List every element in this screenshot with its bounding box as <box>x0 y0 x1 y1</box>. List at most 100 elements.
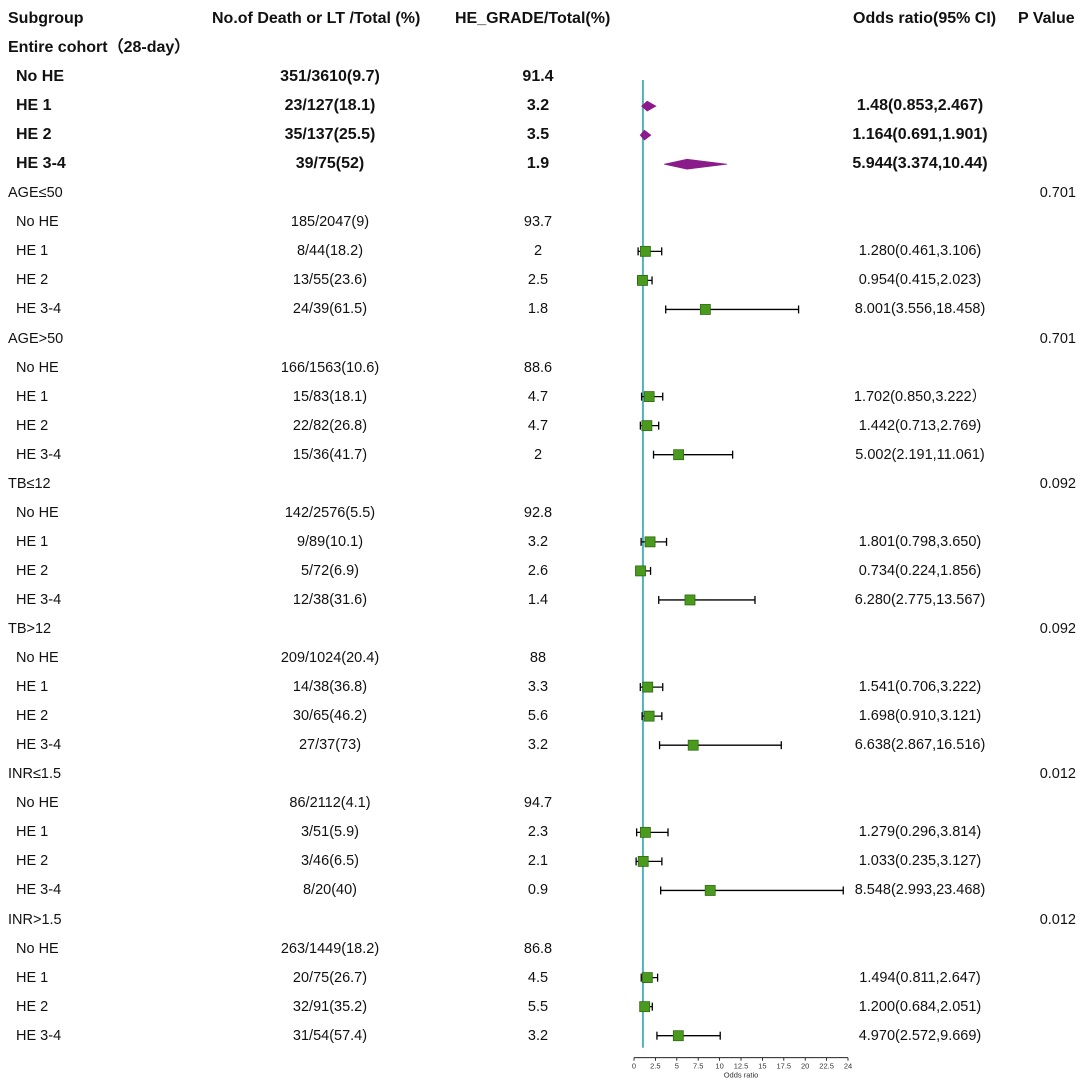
odds-ratio-ci: 1.164(0.691,1.901) <box>852 126 988 144</box>
death-count: 27/37(73) <box>298 737 362 754</box>
he-grade-pct: 0.9 <box>527 882 549 899</box>
point-estimate-square <box>639 1001 651 1013</box>
header-p-value: P Value <box>1018 10 1075 27</box>
death-count: 30/65(46.2) <box>292 708 368 725</box>
pooled-diamond <box>664 158 728 170</box>
row-label: HE 2 <box>16 126 52 144</box>
x-tick-label: 5 <box>675 1062 679 1071</box>
row-label: HE 3-4 <box>16 882 62 899</box>
he-grade-pct: 1.9 <box>526 155 550 173</box>
x-tick-label: 15 <box>758 1062 766 1071</box>
he-grade-pct: 91.4 <box>522 68 554 86</box>
he-grade-pct: 86.8 <box>523 940 553 957</box>
point-estimate-square <box>640 245 651 257</box>
he-grade-pct: 3.2 <box>526 97 550 115</box>
odds-ratio-ci: 0.734(0.224,1.856) <box>858 562 982 579</box>
odds-ratio-ci: 1.280(0.461,3.106) <box>858 243 982 260</box>
he-grade-pct: 4.5 <box>527 969 549 986</box>
row-label: HE 1 <box>16 97 52 115</box>
point-estimate-square <box>672 1030 684 1042</box>
odds-ratio-ci: 1.702(0.850,3.222） <box>853 388 987 405</box>
x-axis-label: Odds ratio <box>724 1071 759 1080</box>
death-count: 24/39(61.5) <box>292 301 368 318</box>
odds-ratio-ci: 8.001(3.556,18.458) <box>854 301 986 318</box>
x-tick-label: 2.5 <box>650 1062 660 1071</box>
row-label: No HE <box>16 795 59 812</box>
odds-ratio-ci: 6.280(2.775,13.567) <box>854 591 986 608</box>
row-label: No HE <box>16 68 64 86</box>
odds-ratio-ci: 1.541(0.706,3.222) <box>858 679 982 696</box>
row-label: HE 1 <box>16 824 49 841</box>
row-label: HE 2 <box>16 853 49 870</box>
death-count: 209/1024(20.4) <box>280 650 380 667</box>
point-estimate-square <box>643 710 655 722</box>
he-grade-pct: 88 <box>529 650 547 667</box>
row-label: HE 3-4 <box>16 301 62 318</box>
death-count: 39/75(52) <box>295 155 365 173</box>
pooled-diamond <box>639 129 652 141</box>
x-tick-label: 12.5 <box>734 1062 749 1071</box>
death-count: 8/44(18.2) <box>296 243 364 260</box>
p-value: 0.701 <box>1039 185 1076 202</box>
row-label: No HE <box>16 214 59 231</box>
row-label: HE 3-4 <box>16 446 62 463</box>
row-label: HE 1 <box>16 969 49 986</box>
section-label: Entire cohort（28-day） <box>8 39 191 56</box>
section-label: TB≤12 <box>8 475 51 492</box>
p-value: 0.701 <box>1039 330 1076 347</box>
he-grade-pct: 4.7 <box>527 388 549 405</box>
death-count: 32/91(35.2) <box>292 998 368 1015</box>
row-label: HE 2 <box>16 998 49 1015</box>
p-value: 0.092 <box>1039 621 1076 637</box>
odds-ratio-ci: 1.48(0.853,2.467) <box>856 97 984 115</box>
odds-ratio-ci: 5.002(2.191,11.061) <box>855 446 985 463</box>
row-label: No HE <box>16 650 59 667</box>
he-grade-pct: 94.7 <box>523 795 553 812</box>
row-label: HE 2 <box>16 272 49 289</box>
death-count: 15/83(18.1) <box>292 388 368 405</box>
row-label: HE 1 <box>16 388 49 405</box>
he-grade-pct: 1.4 <box>527 591 549 608</box>
x-tick-label: 0 <box>632 1062 636 1071</box>
he-grade-pct: 5.5 <box>527 998 549 1015</box>
point-estimate-square <box>637 856 649 867</box>
death-count: 5/72(6.9) <box>300 562 360 579</box>
point-estimate-square <box>699 304 711 315</box>
odds-ratio-ci: 8.548(2.993,23.468) <box>854 882 986 899</box>
header-subgroup: Subgroup <box>8 10 84 27</box>
row-label: HE 3-4 <box>16 737 62 754</box>
odds-ratio-ci: 0.954(0.415,2.023) <box>858 272 982 289</box>
odds-ratio-ci: 1.033(0.235,3.127) <box>858 853 982 870</box>
point-estimate-square <box>637 274 648 286</box>
death-count: 3/51(5.9) <box>300 824 360 841</box>
he-grade-pct: 2.5 <box>527 272 549 289</box>
death-count: 23/127(18.1) <box>284 97 376 115</box>
death-count: 351/3610(9.7) <box>280 68 380 86</box>
point-estimate-square <box>641 420 653 432</box>
he-grade-pct: 1.8 <box>527 301 549 318</box>
point-estimate-square <box>635 565 646 577</box>
he-grade-pct: 3.5 <box>526 126 550 144</box>
death-count: 142/2576(5.5) <box>284 504 376 521</box>
x-tick-label: 22.5 <box>819 1062 834 1071</box>
point-estimate-square <box>644 536 656 548</box>
row-label: HE 2 <box>16 417 49 434</box>
section-label: INR>1.5 <box>8 911 62 928</box>
he-grade-pct: 4.7 <box>527 417 549 434</box>
death-count: 22/82(26.8) <box>292 417 368 434</box>
odds-ratio-ci: 1.801(0.798,3.650) <box>858 533 982 550</box>
section-label: AGE>50 <box>8 330 64 347</box>
x-tick-label: 20 <box>801 1062 809 1071</box>
he-grade-pct: 3.2 <box>527 533 549 550</box>
death-count: 166/1563(10.6) <box>280 359 380 376</box>
p-value: 0.092 <box>1039 475 1076 492</box>
death-count: 14/38(36.8) <box>292 679 368 696</box>
death-count: 20/75(26.7) <box>292 969 368 986</box>
point-estimate-square <box>642 681 654 693</box>
row-label: No HE <box>16 504 59 521</box>
he-grade-pct: 2.3 <box>527 824 549 841</box>
odds-ratio-ci: 4.970(2.572,9.669) <box>858 1027 982 1044</box>
header-odds-ratio: Odds ratio(95% CI) <box>853 10 997 27</box>
x-tick-label: 10 <box>715 1062 723 1071</box>
death-count: 12/38(31.6) <box>292 591 368 608</box>
